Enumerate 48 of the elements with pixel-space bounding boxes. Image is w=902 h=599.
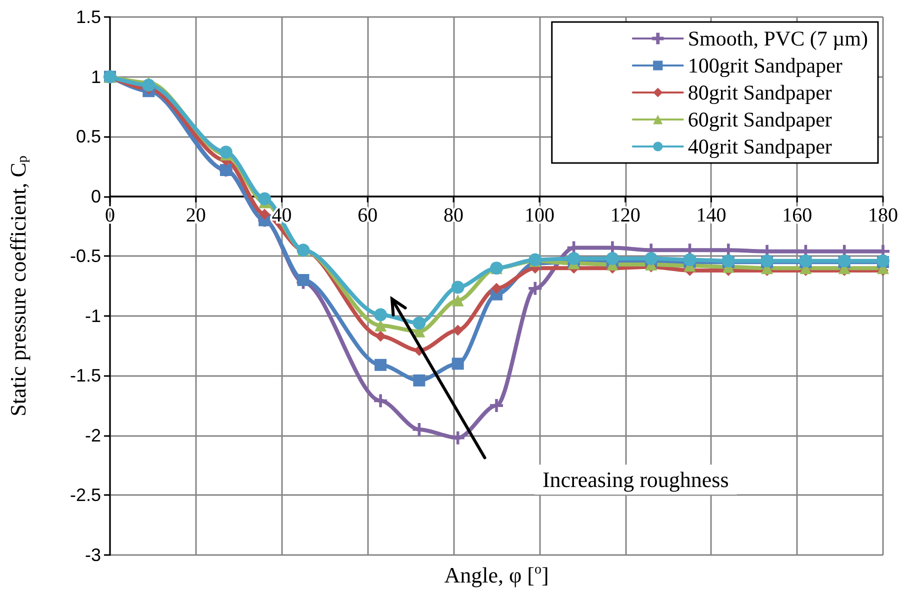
point (606, 252, 619, 265)
y-tick-label: 0 (90, 186, 101, 206)
x-tick-label: 80 (444, 204, 464, 226)
x-tick-label: 20 (186, 204, 206, 226)
y-axis-title: Static pressure coefficient, Cp (6, 156, 30, 416)
x-tick-label: 120 (610, 204, 640, 226)
x-tick-label: 100 (524, 204, 554, 226)
legend-label: 80grit Sandpaper (688, 80, 832, 104)
x-tick-label: 160 (782, 204, 812, 226)
point (452, 358, 464, 370)
point (374, 358, 387, 371)
y-tick-label: -1.5 (70, 366, 101, 386)
y-tick-label: -3 (84, 545, 101, 565)
point (375, 330, 386, 342)
point (490, 399, 503, 412)
y-tick-label: 1.5 (76, 7, 101, 27)
y-tick-label: 1 (90, 66, 101, 87)
point (528, 282, 542, 295)
point (451, 280, 464, 294)
point (412, 422, 426, 436)
point (452, 294, 464, 306)
y-tick-label: -2.5 (70, 485, 101, 506)
point (413, 374, 426, 386)
point (567, 252, 580, 265)
point (374, 308, 388, 322)
point (219, 146, 232, 159)
x-tick-label: 140 (696, 204, 726, 226)
point (683, 253, 696, 266)
point (452, 324, 464, 336)
annotation: Increasing roughness (542, 467, 729, 492)
x-tick-label: 180 (868, 204, 898, 226)
x-tick-label: 60 (358, 204, 378, 226)
legend-label: 60grit Sandpaper (688, 108, 832, 132)
point (258, 192, 272, 206)
point (259, 208, 270, 220)
point (644, 252, 658, 265)
y-tick-label: -2 (84, 425, 101, 446)
point (491, 282, 502, 294)
y-tick-label: -1 (84, 306, 101, 326)
point (374, 394, 388, 408)
legend-label: 40grit Sandpaper (688, 134, 832, 158)
point (297, 274, 310, 286)
point (412, 316, 426, 330)
legend-label: Smooth, PVC (7 µm) (688, 26, 868, 50)
legend-label: 100grit Sandpaper (688, 54, 842, 78)
y-tick-label: -0.5 (70, 246, 101, 266)
y-tick-label: 0.5 (76, 126, 101, 147)
point (451, 431, 464, 444)
